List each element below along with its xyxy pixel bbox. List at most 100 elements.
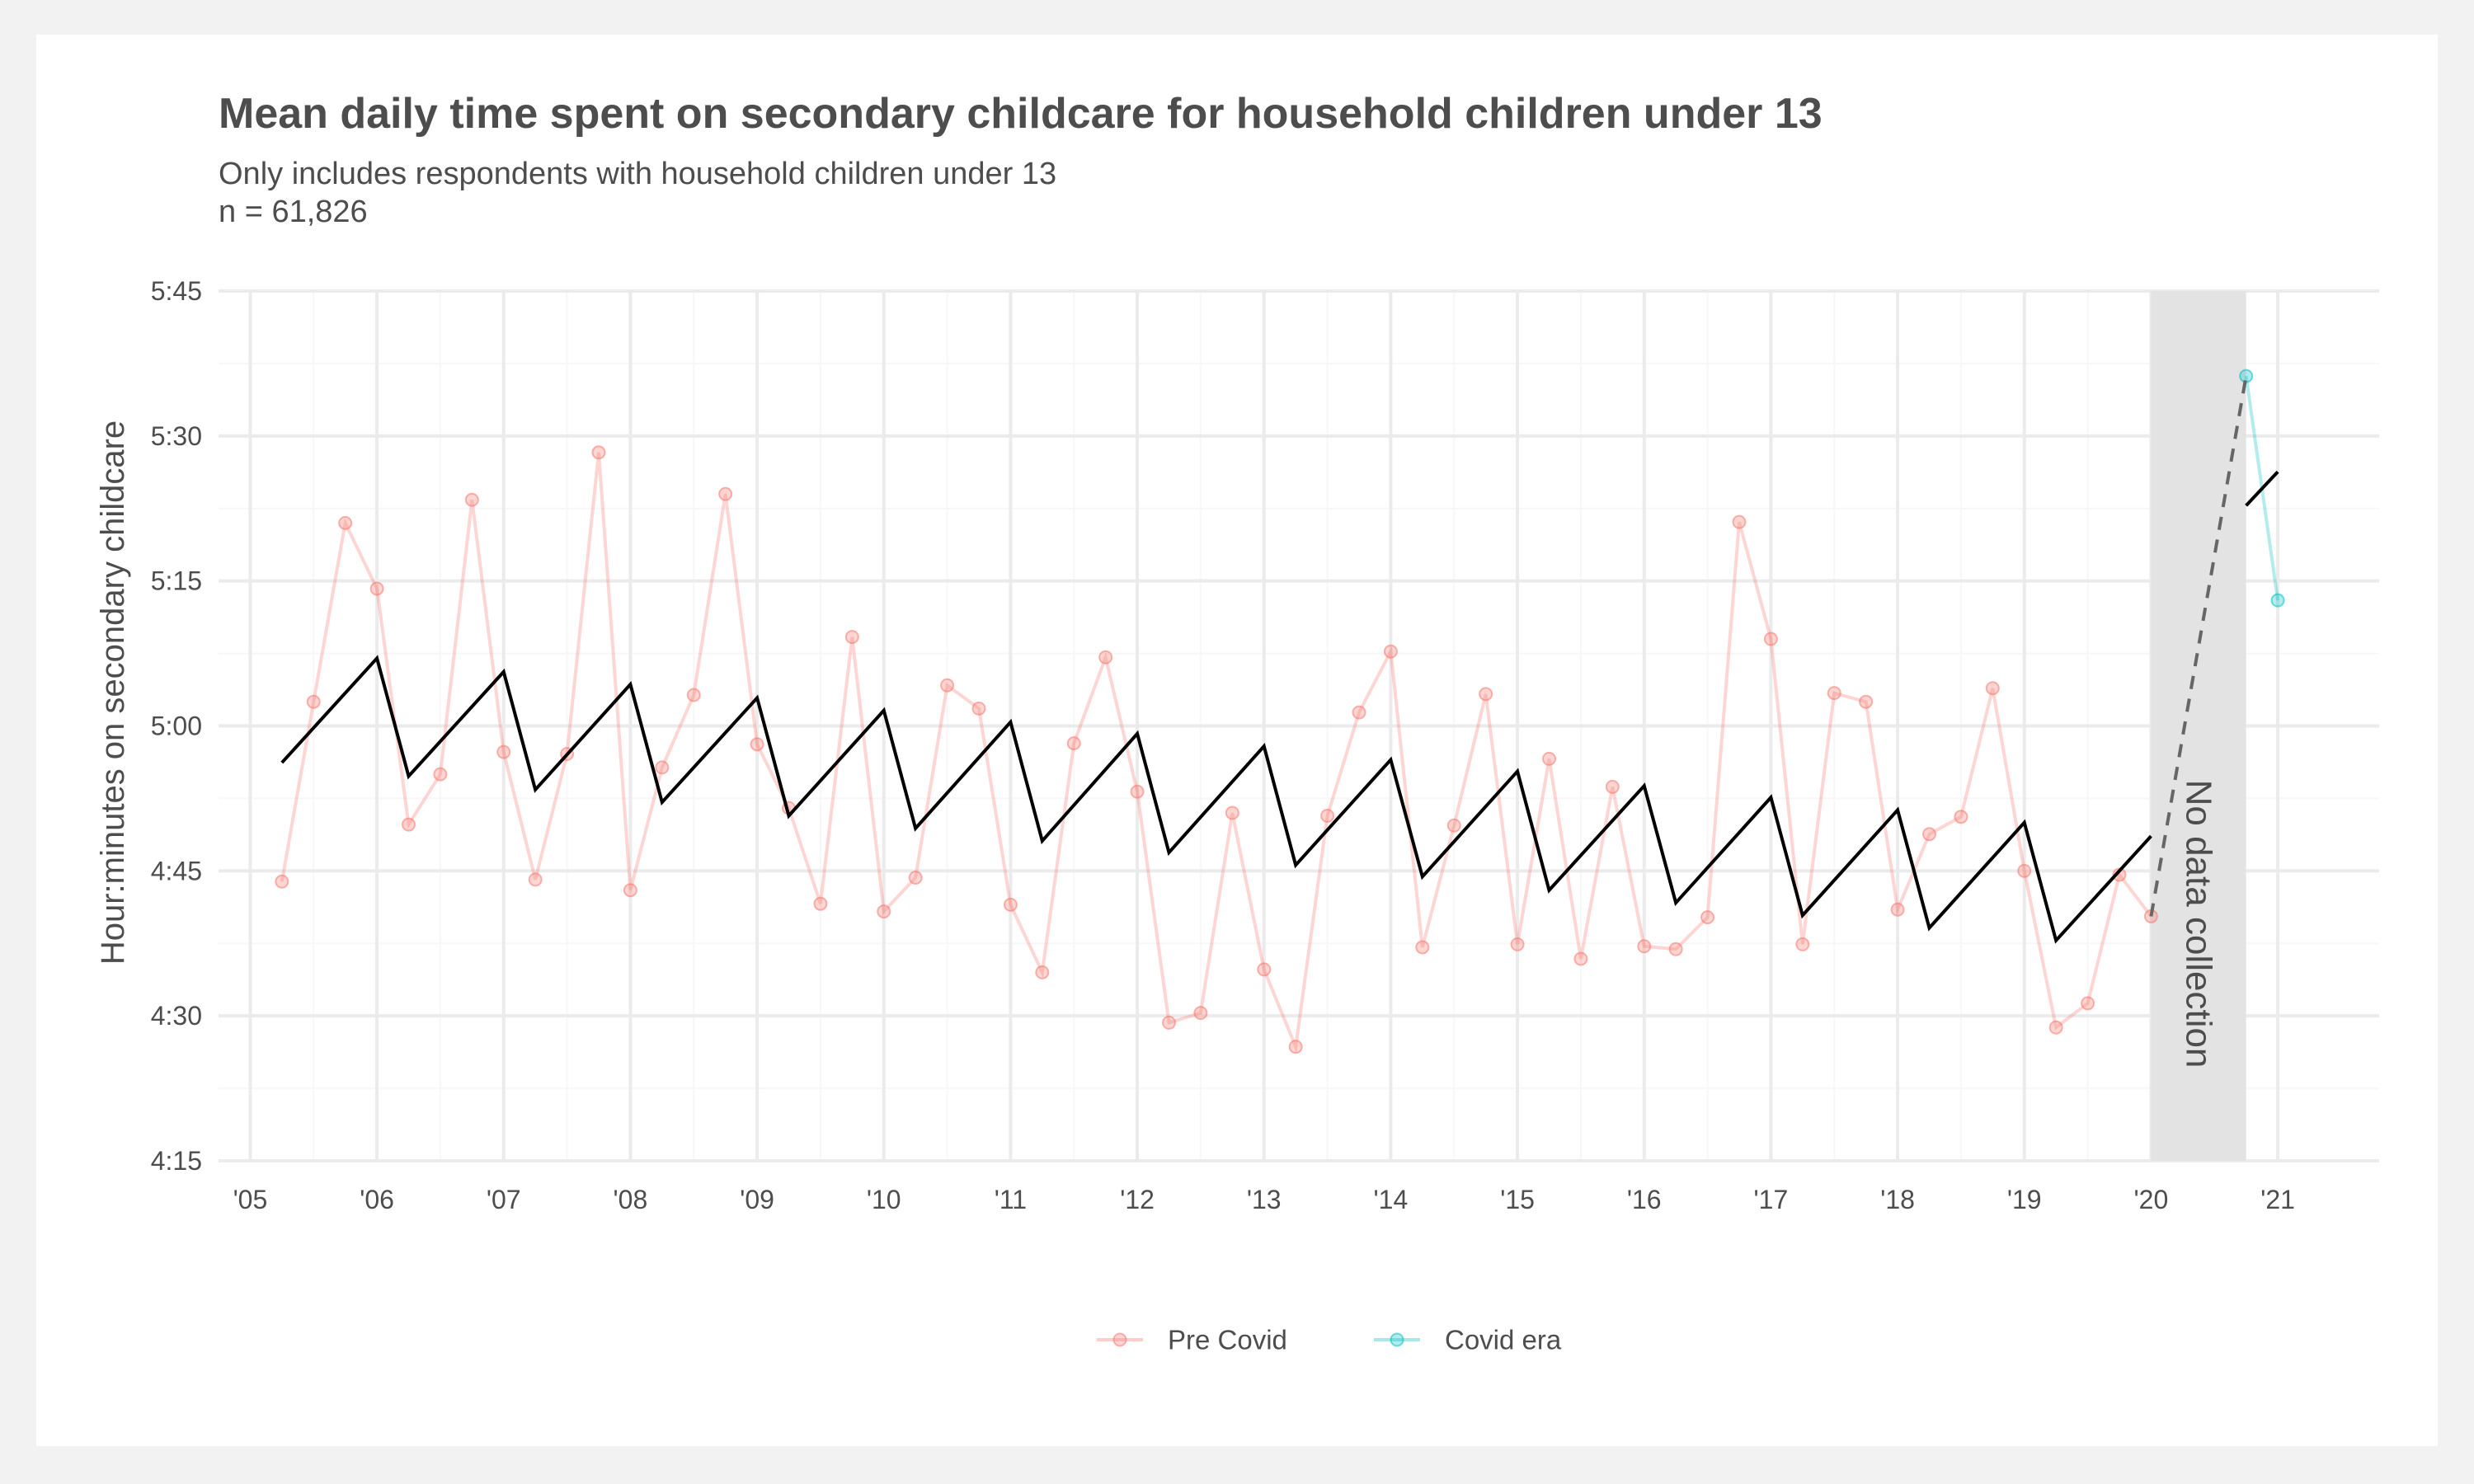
legend-key-point	[1112, 1332, 1127, 1347]
x-tick-label: '10	[867, 1185, 901, 1214]
data-point	[1541, 751, 1556, 766]
data-point	[2017, 863, 2032, 878]
data-point	[1415, 940, 1430, 955]
x-tick-label: '08	[614, 1185, 648, 1214]
data-point	[1795, 937, 1810, 951]
data-point	[1161, 1015, 1176, 1030]
data-point	[940, 678, 955, 693]
trend-line-pre	[280, 655, 2152, 944]
legend-label: Covid era	[1445, 1325, 1562, 1355]
data-point	[2081, 996, 2095, 1011]
data-point	[1479, 687, 1493, 702]
y-axis: 4:15 4:30 4:45 5:00 5:15 5:30 5:45	[151, 276, 202, 1176]
data-point	[1320, 809, 1335, 824]
data-point	[1288, 1040, 1303, 1054]
data-point	[1510, 937, 1525, 951]
x-tick-label: '16	[1627, 1185, 1662, 1214]
x-tick-label: '06	[360, 1185, 394, 1214]
data-point	[1066, 736, 1081, 751]
data-point	[275, 874, 289, 889]
chart-title: Mean daily time spent on secondary child…	[219, 90, 1823, 138]
data-point	[813, 896, 828, 911]
data-point	[591, 445, 606, 460]
data-point	[1130, 784, 1145, 799]
y-tick-label: 5:30	[151, 421, 202, 451]
data-point	[1668, 942, 1683, 956]
data-point	[1035, 965, 1050, 979]
legend-item: Pre Covid	[1097, 1325, 1287, 1355]
y-tick-label: 5:45	[151, 276, 202, 306]
no-data-rect	[2151, 291, 2246, 1161]
data-point	[623, 883, 637, 898]
data-point	[1890, 902, 1905, 917]
data-point	[528, 872, 543, 887]
data-point	[655, 760, 670, 775]
data-point	[1003, 897, 1018, 912]
data-point	[1225, 805, 1239, 820]
legend: Pre Covid Covid era	[1097, 1325, 1562, 1355]
x-axis: '05 '06 '07 '08 '09 '10 '11 '12 '13 '14 '15 '16 '17 '…	[233, 1185, 2295, 1214]
x-tick-label: '17	[1754, 1185, 1789, 1214]
plot-area	[275, 369, 2285, 1054]
y-axis-label: Hour:minutes on secondary childcare	[95, 420, 131, 965]
data-point	[2239, 369, 2254, 383]
data-point	[401, 817, 416, 832]
subtitle-count: n = 61,826	[219, 195, 368, 229]
data-point	[718, 486, 733, 501]
y-tick-label: 4:15	[151, 1146, 202, 1176]
data-point	[306, 694, 321, 709]
data-point	[1383, 644, 1398, 659]
x-tick-label: '13	[1247, 1185, 1282, 1214]
data-point	[1605, 779, 1620, 794]
data-point	[2270, 593, 2285, 608]
x-tick-label: '07	[487, 1185, 521, 1214]
data-point	[1352, 705, 1366, 720]
data-point	[1573, 951, 1588, 966]
data-point	[496, 744, 511, 759]
data-point	[686, 688, 701, 702]
data-point	[464, 492, 479, 507]
x-tick-label: '09	[740, 1185, 774, 1214]
legend-key-point	[1390, 1332, 1404, 1347]
data-point	[1954, 810, 1968, 824]
data-point	[971, 701, 986, 716]
data-point	[1732, 514, 1747, 529]
data-point	[1700, 910, 1715, 925]
data-point	[877, 904, 891, 919]
data-point	[1985, 681, 2000, 696]
data-point	[2048, 1020, 2063, 1035]
data-point	[1446, 818, 1461, 833]
x-tick-label: '20	[2134, 1185, 2169, 1214]
x-tick-label: '11	[995, 1185, 1027, 1214]
data-point	[1921, 827, 1936, 842]
y-tick-label: 4:45	[151, 856, 202, 885]
data-point	[1763, 632, 1778, 646]
data-point	[1859, 694, 1874, 709]
x-tick-label: '15	[1500, 1185, 1535, 1214]
no-data-label: No data collection	[2179, 780, 2219, 1068]
chart-subtitle: Only includes respondents with household…	[219, 155, 1056, 231]
data-point	[1098, 650, 1113, 665]
legend-item: Covid era	[1374, 1325, 1562, 1355]
data-point	[750, 737, 764, 752]
x-tick-label: '18	[1880, 1185, 1915, 1214]
subtitle-line: Only includes respondents with household…	[219, 157, 1057, 191]
legend-label: Pre Covid	[1168, 1325, 1287, 1355]
x-tick-label: '05	[233, 1185, 268, 1214]
x-tick-label: '21	[2260, 1185, 2295, 1214]
y-tick-label: 5:00	[151, 711, 202, 741]
data-point	[1193, 1006, 1208, 1021]
trend-line-covid	[2245, 470, 2279, 507]
data-point	[433, 767, 448, 782]
data-point	[1827, 686, 1841, 701]
x-tick-label: '14	[1374, 1185, 1409, 1214]
data-point	[369, 581, 384, 596]
data-point	[1637, 939, 1652, 954]
y-tick-label: 5:15	[151, 566, 202, 596]
x-tick-label: '12	[1120, 1185, 1155, 1214]
no-data-band: No data collection	[2151, 291, 2246, 1161]
data-point	[338, 515, 353, 530]
y-tick-label: 4:30	[151, 1001, 202, 1031]
data-point	[844, 630, 859, 645]
